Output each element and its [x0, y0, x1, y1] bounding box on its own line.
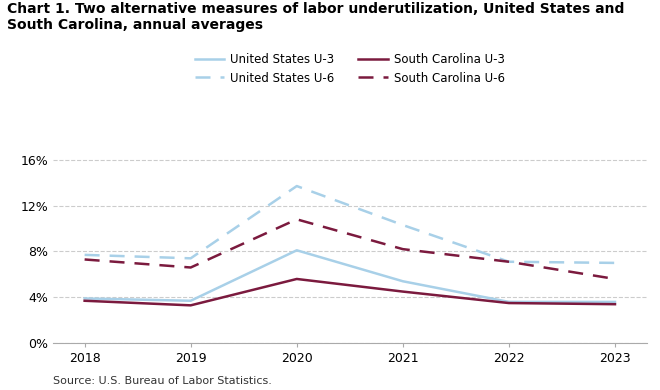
Text: Chart 1. Two alternative measures of labor underutilization, United States and
S: Chart 1. Two alternative measures of lab…	[7, 2, 624, 32]
Text: Source: U.S. Bureau of Labor Statistics.: Source: U.S. Bureau of Labor Statistics.	[53, 376, 272, 386]
Legend: United States U-3, United States U-6, South Carolina U-3, South Carolina U-6: United States U-3, United States U-6, So…	[195, 53, 505, 85]
